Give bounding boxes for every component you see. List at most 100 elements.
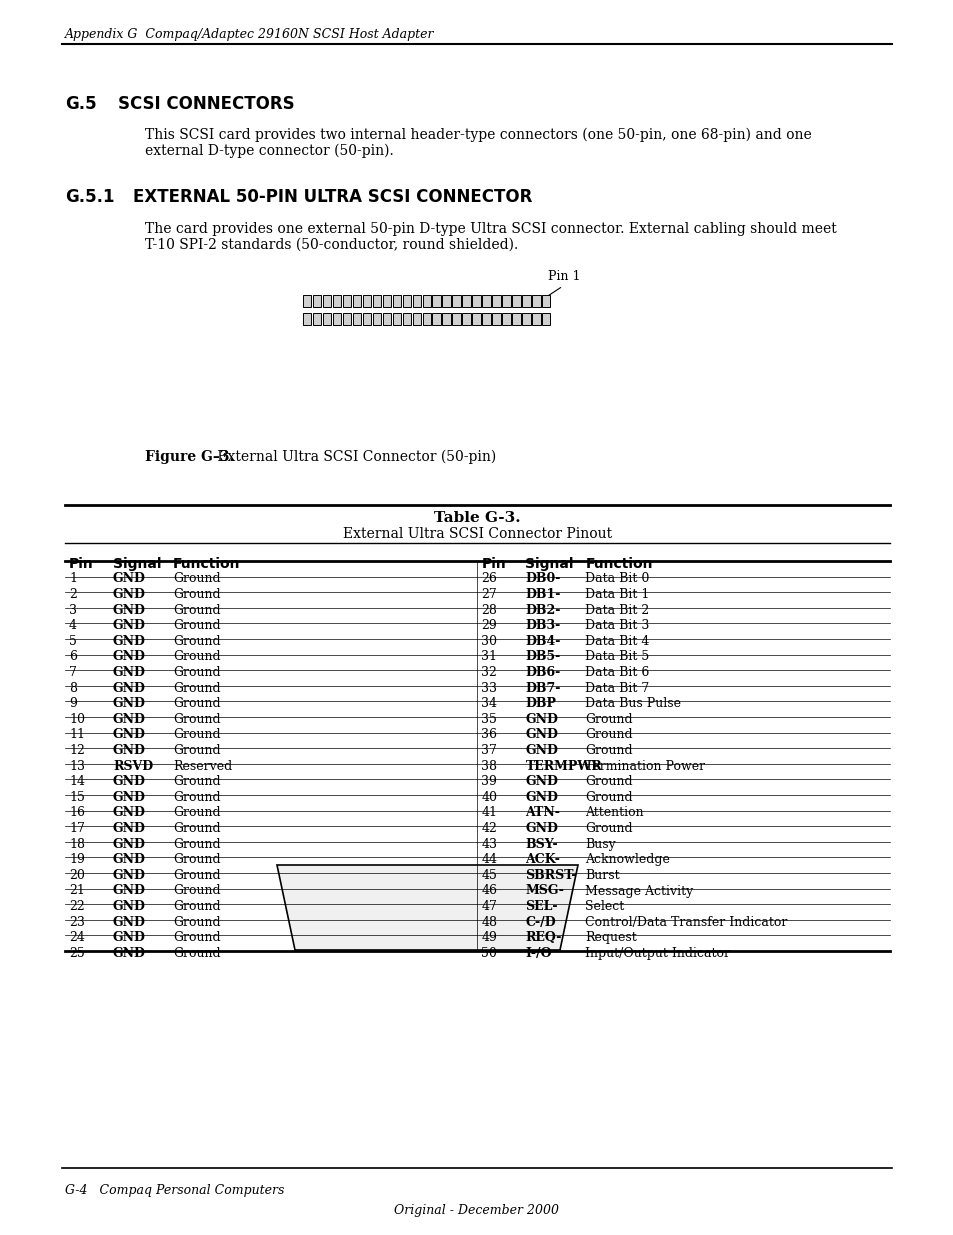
Text: SCSI CONNECTORS: SCSI CONNECTORS	[118, 95, 294, 112]
Text: Reserved: Reserved	[172, 760, 232, 773]
Text: DB0-: DB0-	[525, 573, 560, 585]
Text: Select: Select	[585, 900, 624, 913]
Text: GND: GND	[112, 915, 146, 929]
Bar	[541, 312, 550, 325]
Text: Termination Power: Termination Power	[585, 760, 705, 773]
Text: SEL-: SEL-	[525, 900, 558, 913]
Text: 38: 38	[481, 760, 497, 773]
Text: 28: 28	[481, 604, 497, 616]
Bar	[532, 295, 540, 308]
Text: Appendix G  Compaq/Adaptec 29160N SCSI Host Adapter: Appendix G Compaq/Adaptec 29160N SCSI Ho…	[65, 28, 434, 41]
Text: MSG-: MSG-	[525, 884, 564, 898]
Text: Ground: Ground	[172, 947, 220, 960]
Text: Ground: Ground	[172, 853, 220, 866]
Bar	[512, 295, 520, 308]
Bar	[303, 312, 311, 325]
Bar	[402, 295, 411, 308]
Bar	[452, 312, 460, 325]
Bar	[412, 295, 420, 308]
Text: 39: 39	[481, 776, 497, 788]
Text: 13: 13	[69, 760, 85, 773]
Text: 24: 24	[69, 931, 85, 945]
Bar	[472, 295, 480, 308]
Text: GND: GND	[112, 619, 146, 632]
Bar	[322, 295, 331, 308]
Bar	[452, 295, 460, 308]
Bar	[472, 312, 480, 325]
Text: Ground: Ground	[172, 604, 220, 616]
Text: 26: 26	[481, 573, 497, 585]
Text: Message Activity: Message Activity	[585, 884, 693, 898]
Text: GND: GND	[112, 837, 146, 851]
Bar	[402, 312, 411, 325]
Text: GND: GND	[112, 823, 146, 835]
Text: REQ-: REQ-	[525, 931, 561, 945]
Text: Ground: Ground	[172, 635, 220, 648]
Text: Data Bit 0: Data Bit 0	[585, 573, 649, 585]
Text: 17: 17	[69, 823, 85, 835]
Bar	[412, 312, 420, 325]
Text: G.5.1: G.5.1	[65, 188, 114, 206]
Text: 23: 23	[69, 915, 85, 929]
Text: Data Bit 1: Data Bit 1	[585, 588, 649, 601]
Text: GND: GND	[112, 853, 146, 866]
Text: Figure G–3.: Figure G–3.	[145, 450, 234, 464]
Text: Data Bit 6: Data Bit 6	[585, 666, 649, 679]
Bar	[482, 312, 490, 325]
Text: 43: 43	[481, 837, 497, 851]
Bar	[333, 295, 341, 308]
Text: Ground: Ground	[172, 884, 220, 898]
Text: 16: 16	[69, 806, 85, 820]
Text: Input/Output Indicator: Input/Output Indicator	[585, 947, 730, 960]
Text: DB3-: DB3-	[525, 619, 560, 632]
Text: 19: 19	[69, 853, 85, 866]
Bar	[322, 312, 331, 325]
Text: 36: 36	[481, 729, 497, 741]
Bar	[501, 295, 510, 308]
Bar	[422, 295, 431, 308]
Text: Function: Function	[172, 557, 240, 571]
Text: Ground: Ground	[172, 776, 220, 788]
Text: Signal: Signal	[112, 557, 161, 571]
Bar	[512, 312, 520, 325]
Text: RSVD: RSVD	[112, 760, 153, 773]
Text: GND: GND	[112, 604, 146, 616]
Text: 1: 1	[69, 573, 77, 585]
Bar	[342, 295, 351, 308]
Text: 30: 30	[481, 635, 497, 648]
Text: 15: 15	[69, 790, 85, 804]
Text: GND: GND	[112, 651, 146, 663]
Text: G-4   Compaq Personal Computers: G-4 Compaq Personal Computers	[65, 1184, 284, 1197]
Bar	[492, 295, 500, 308]
Text: Pin: Pin	[481, 557, 506, 571]
Text: Ground: Ground	[172, 790, 220, 804]
Text: GND: GND	[112, 573, 146, 585]
Text: 18: 18	[69, 837, 85, 851]
Bar	[393, 312, 400, 325]
Text: DB4-: DB4-	[525, 635, 560, 648]
Text: external D-type connector (50-pin).: external D-type connector (50-pin).	[145, 144, 394, 158]
Text: 42: 42	[481, 823, 497, 835]
Text: 21: 21	[69, 884, 85, 898]
Text: 11: 11	[69, 729, 85, 741]
Text: 32: 32	[481, 666, 497, 679]
Text: GND: GND	[525, 745, 558, 757]
Text: Ground: Ground	[172, 931, 220, 945]
Text: External Ultra SCSI Connector (50-pin): External Ultra SCSI Connector (50-pin)	[213, 450, 496, 464]
Text: Ground: Ground	[172, 682, 220, 695]
Bar	[422, 312, 431, 325]
Text: 22: 22	[69, 900, 85, 913]
Text: GND: GND	[112, 931, 146, 945]
Bar	[373, 295, 381, 308]
Text: DB2-: DB2-	[525, 604, 560, 616]
Bar	[303, 295, 311, 308]
Text: DB7-: DB7-	[525, 682, 560, 695]
Bar	[541, 295, 550, 308]
Text: Busy: Busy	[585, 837, 616, 851]
Bar	[313, 312, 321, 325]
Text: 47: 47	[481, 900, 497, 913]
Bar	[432, 295, 440, 308]
Text: Data Bit 5: Data Bit 5	[585, 651, 649, 663]
Text: GND: GND	[112, 884, 146, 898]
Text: Ground: Ground	[172, 745, 220, 757]
